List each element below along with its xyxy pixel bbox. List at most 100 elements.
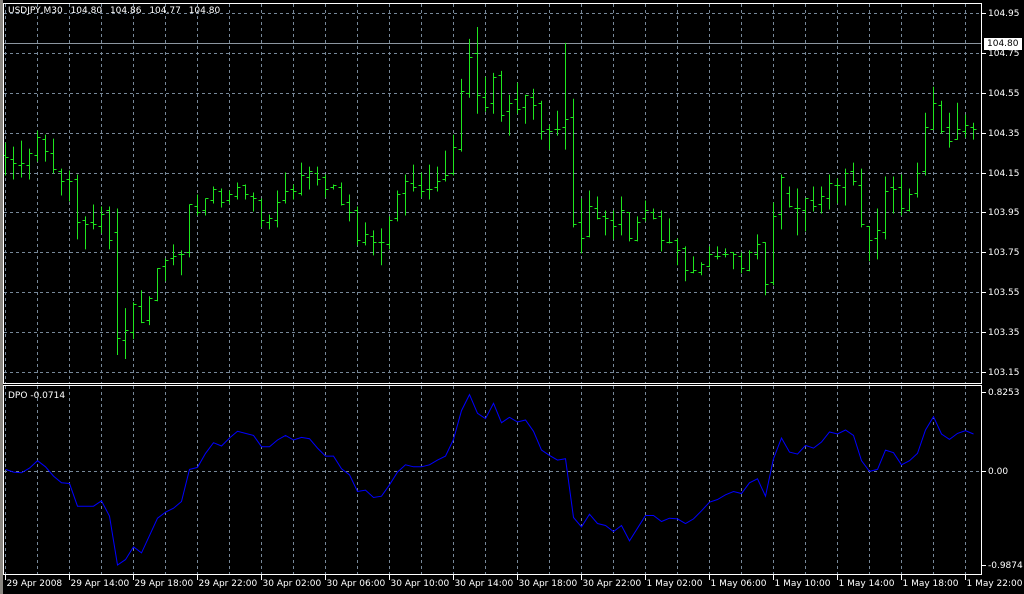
ohlc-bar — [866, 226, 873, 262]
ohlc-bar — [530, 88, 537, 120]
ohlc-bar — [290, 184, 297, 200]
ohlc-bar — [154, 268, 161, 302]
time-axis-label: 1 May 14:00 — [838, 579, 895, 589]
ohlc-bar — [50, 138, 57, 174]
close-value: 104.80 — [188, 6, 221, 16]
time-axis-label: 1 May 02:00 — [646, 579, 703, 589]
ohlc-bar — [186, 204, 193, 258]
ohlc-bar — [338, 182, 345, 206]
ohlc-bar — [42, 134, 49, 162]
ohlc-bar — [402, 174, 409, 216]
ohlc-bar — [418, 172, 425, 198]
ohlc-bar — [450, 134, 457, 176]
time-axis-label: 1 May 06:00 — [710, 579, 767, 589]
ohlc-bar — [114, 208, 121, 356]
time-axis-label: 30 Apr 02:00 — [262, 579, 322, 589]
ohlc-bar — [802, 198, 809, 232]
ohlc-bar — [98, 206, 105, 234]
ohlc-bar — [658, 210, 665, 252]
ohlc-bar — [954, 102, 961, 140]
ohlc-bar — [514, 82, 521, 114]
ohlc-bar — [970, 122, 977, 140]
price-axis-label: 104.75 — [988, 48, 1020, 59]
ohlc-bar — [770, 202, 777, 286]
ohlc-bar — [10, 146, 17, 180]
ohlc-bar — [58, 168, 65, 196]
ohlc-bar — [474, 26, 481, 114]
dpo-axis-label: 0.8253 — [988, 387, 1020, 398]
ohlc-bar — [562, 42, 569, 150]
ohlc-bar — [74, 174, 81, 240]
ohlc-bar — [914, 162, 921, 198]
ohlc-bar — [378, 228, 385, 266]
ohlc-bar — [162, 258, 169, 282]
time-axis-label: 30 Apr 06:00 — [326, 579, 386, 589]
price-axis-label: 103.75 — [988, 247, 1020, 258]
ohlc-bar — [722, 248, 729, 258]
ohlc-bar — [858, 168, 865, 228]
ohlc-bar — [554, 110, 561, 136]
ohlc-bar — [890, 176, 897, 214]
ohlc-bar — [882, 176, 889, 240]
ohlc-bar — [666, 218, 673, 244]
ohlc-bar — [314, 166, 321, 186]
ohlc-bar — [874, 208, 881, 260]
bid-price-label: 104.80 — [984, 37, 1022, 50]
time-axis-label: 30 Apr 14:00 — [454, 579, 514, 589]
ohlc-bar — [786, 186, 793, 208]
ohlc-bar — [26, 148, 33, 180]
ohlc-bar — [826, 174, 833, 210]
time-axis-label: 29 Apr 22:00 — [198, 579, 258, 589]
time-axis-label: 1 May 10:00 — [774, 579, 831, 589]
ohlc-bar — [498, 70, 505, 122]
dpo-panel-frame — [3, 385, 982, 575]
ohlc-bar — [298, 162, 305, 196]
low-value: 104.77 — [149, 6, 181, 16]
ohlc-bar — [282, 172, 289, 204]
ohlc-bar — [746, 250, 753, 272]
ohlc-bar — [842, 168, 849, 206]
ohlc-bar — [322, 174, 329, 198]
ohlc-bar — [258, 198, 265, 228]
ohlc-bar — [138, 290, 145, 324]
time-axis-label: 1 May 18:00 — [902, 579, 959, 589]
price-axis-label: 104.35 — [988, 128, 1020, 139]
ohlc-bar — [546, 124, 553, 150]
ohlc-bar — [362, 222, 369, 246]
ohlc-bar — [578, 198, 585, 254]
ohlc-bar — [458, 78, 465, 152]
ohlc-bar — [202, 198, 209, 216]
price-bars — [2, 26, 977, 360]
ohlc-bar — [586, 190, 593, 238]
high-value: 104.86 — [109, 6, 142, 16]
ohlc-bar — [354, 206, 361, 246]
ohlc-bar — [266, 214, 273, 230]
symbol-label: USDJPY,M30 — [8, 6, 63, 16]
ohlc-bar — [218, 188, 225, 208]
ohlc-bar — [778, 174, 785, 230]
dpo-indicator — [5, 393, 974, 566]
price-axis-label: 103.35 — [988, 327, 1020, 338]
ohlc-bar — [682, 246, 689, 282]
ohlc-bar — [274, 190, 281, 228]
ohlc-bar — [594, 196, 601, 220]
ohlc-bar — [818, 186, 825, 214]
ohlc-bar — [210, 186, 217, 204]
ohlc-bar — [34, 130, 41, 162]
ohlc-bar — [738, 252, 745, 274]
dpo-axis-label: -0.9874 — [988, 560, 1023, 571]
indicator-value: -0.0714 — [30, 391, 66, 401]
ohlc-bar — [482, 76, 489, 112]
ohlc-bar — [170, 244, 177, 266]
ohlc-bar — [90, 204, 97, 230]
ohlc-bar — [330, 184, 337, 190]
time-axis-label: 29 Apr 14:00 — [70, 579, 130, 589]
ohlc-bar — [410, 164, 417, 192]
dpo-axis-label: 0.00 — [988, 466, 1009, 477]
ohlc-bar — [146, 296, 153, 326]
price-axis-label: 103.15 — [988, 367, 1020, 378]
ohlc-bar — [810, 186, 817, 212]
ohlc-bar — [762, 242, 769, 296]
